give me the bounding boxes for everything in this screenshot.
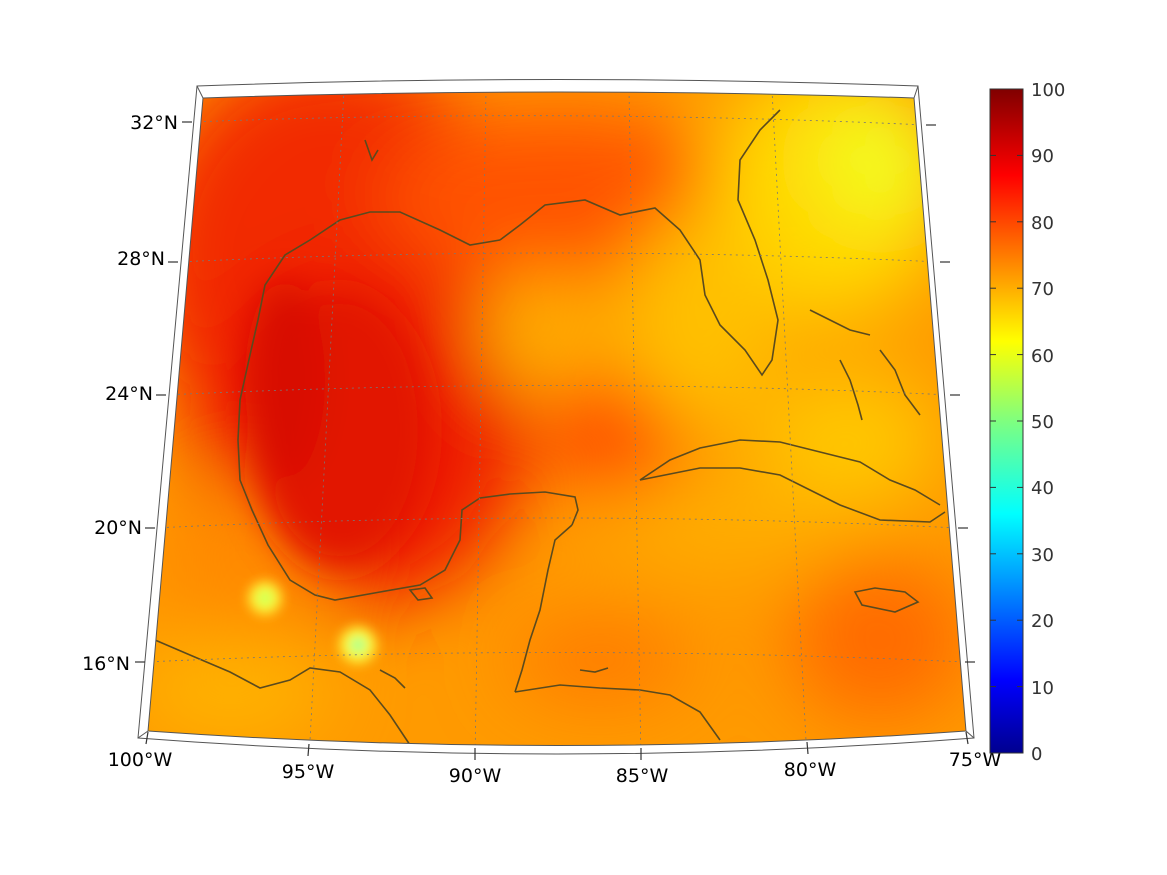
colorbar-label-70: 70 — [1031, 279, 1054, 300]
graticule-lines — [148, 92, 966, 746]
lon-label-85w: 85°W — [616, 765, 669, 787]
longitude-labels: 100°W 95°W 90°W 85°W 80°W 75°W — [108, 749, 1002, 787]
colorbar-ticks — [990, 88, 1023, 754]
map-frame — [137, 79, 975, 755]
colorbar-label-90: 90 — [1031, 146, 1054, 167]
lon-label-100w: 100°W — [108, 749, 173, 771]
colorbar-label-10: 10 — [1031, 678, 1054, 699]
lon-label-80w: 80°W — [784, 759, 837, 781]
frame-ticks — [135, 121, 975, 760]
colorbar-label-50: 50 — [1031, 412, 1054, 433]
colorbar-label-0: 0 — [1031, 744, 1042, 765]
lon-label-75w: 75°W — [949, 749, 1002, 771]
lat-label-24: 24°N — [105, 383, 153, 405]
lat-label-32: 32°N — [130, 112, 178, 134]
lat-label-20: 20°N — [94, 517, 142, 539]
colorbar-label-30: 30 — [1031, 545, 1054, 566]
colorbar-label-20: 20 — [1031, 611, 1054, 632]
lon-label-95w: 95°W — [282, 761, 335, 783]
colorbar: 0 10 20 30 40 50 60 70 80 90 100 — [989, 80, 1065, 765]
heatmap-field — [148, 92, 966, 746]
colorbar-label-60: 60 — [1031, 346, 1054, 367]
colorbar-label-100: 100 — [1031, 80, 1065, 101]
colorbar-label-80: 80 — [1031, 213, 1054, 234]
colorbar-label-40: 40 — [1031, 478, 1054, 499]
coastline-layer — [154, 109, 946, 746]
lon-label-90w: 90°W — [449, 765, 502, 787]
lat-label-28: 28°N — [117, 248, 165, 270]
colorbar-labels: 0 10 20 30 40 50 60 70 80 90 100 — [1031, 80, 1065, 765]
latitude-labels: 32°N 28°N 24°N 20°N 16°N — [82, 112, 178, 675]
lat-label-16: 16°N — [82, 653, 130, 675]
